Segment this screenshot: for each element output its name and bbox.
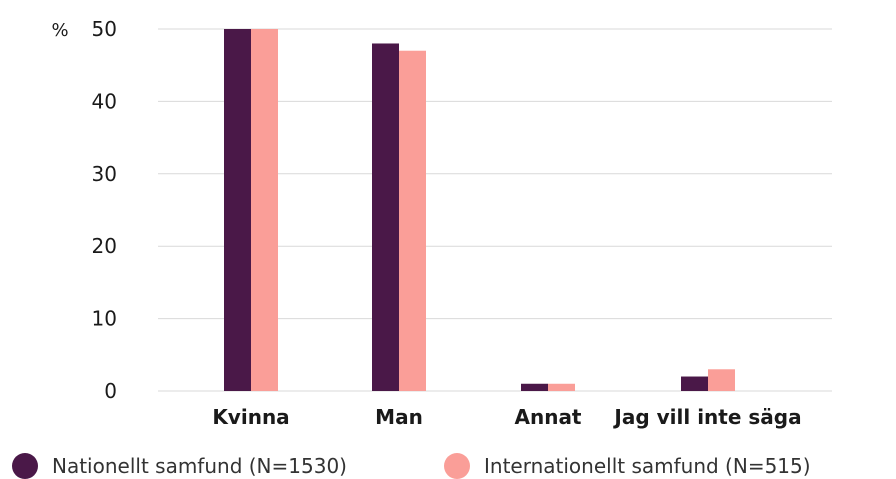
bar-internationellt-1 — [399, 50, 426, 391]
y-tick-label-30: 30 — [92, 162, 117, 186]
x-category-label-0: Kvinna — [212, 405, 289, 429]
bar-internationellt-2 — [548, 383, 575, 391]
bar-nationellt-3 — [681, 376, 708, 391]
bar-internationellt-3 — [708, 369, 735, 391]
legend: Nationellt samfund (N=1530) Internationel… — [12, 453, 811, 479]
bar-nationellt-1 — [372, 43, 399, 391]
legend-label-1: Internationellt samfund (N=515) — [484, 454, 811, 478]
legend-swatch-0 — [12, 453, 38, 479]
y-axis-ticks: 0 10 20 30 40 50 — [92, 17, 117, 403]
legend-label-0: Nationellt samfund (N=1530) — [52, 454, 347, 478]
y-tick-label-20: 20 — [92, 234, 117, 258]
x-category-label-2: Annat — [514, 405, 581, 429]
y-tick-label-40: 40 — [92, 89, 117, 113]
y-unit-label: % — [51, 20, 68, 41]
x-category-label-1: Man — [375, 405, 423, 429]
x-axis-categories: Kvinna Man Annat Jag vill inte säga — [212, 405, 801, 429]
bar-nationellt-0 — [224, 29, 251, 391]
y-tick-label-0: 0 — [104, 379, 117, 403]
y-tick-label-50: 50 — [92, 17, 117, 41]
bars — [224, 29, 735, 391]
bar-nationellt-2 — [521, 383, 548, 391]
y-tick-label-10: 10 — [92, 307, 117, 331]
legend-swatch-1 — [444, 453, 470, 479]
bar-internationellt-0 — [251, 29, 278, 391]
x-category-label-3: Jag vill inte säga — [612, 405, 801, 429]
